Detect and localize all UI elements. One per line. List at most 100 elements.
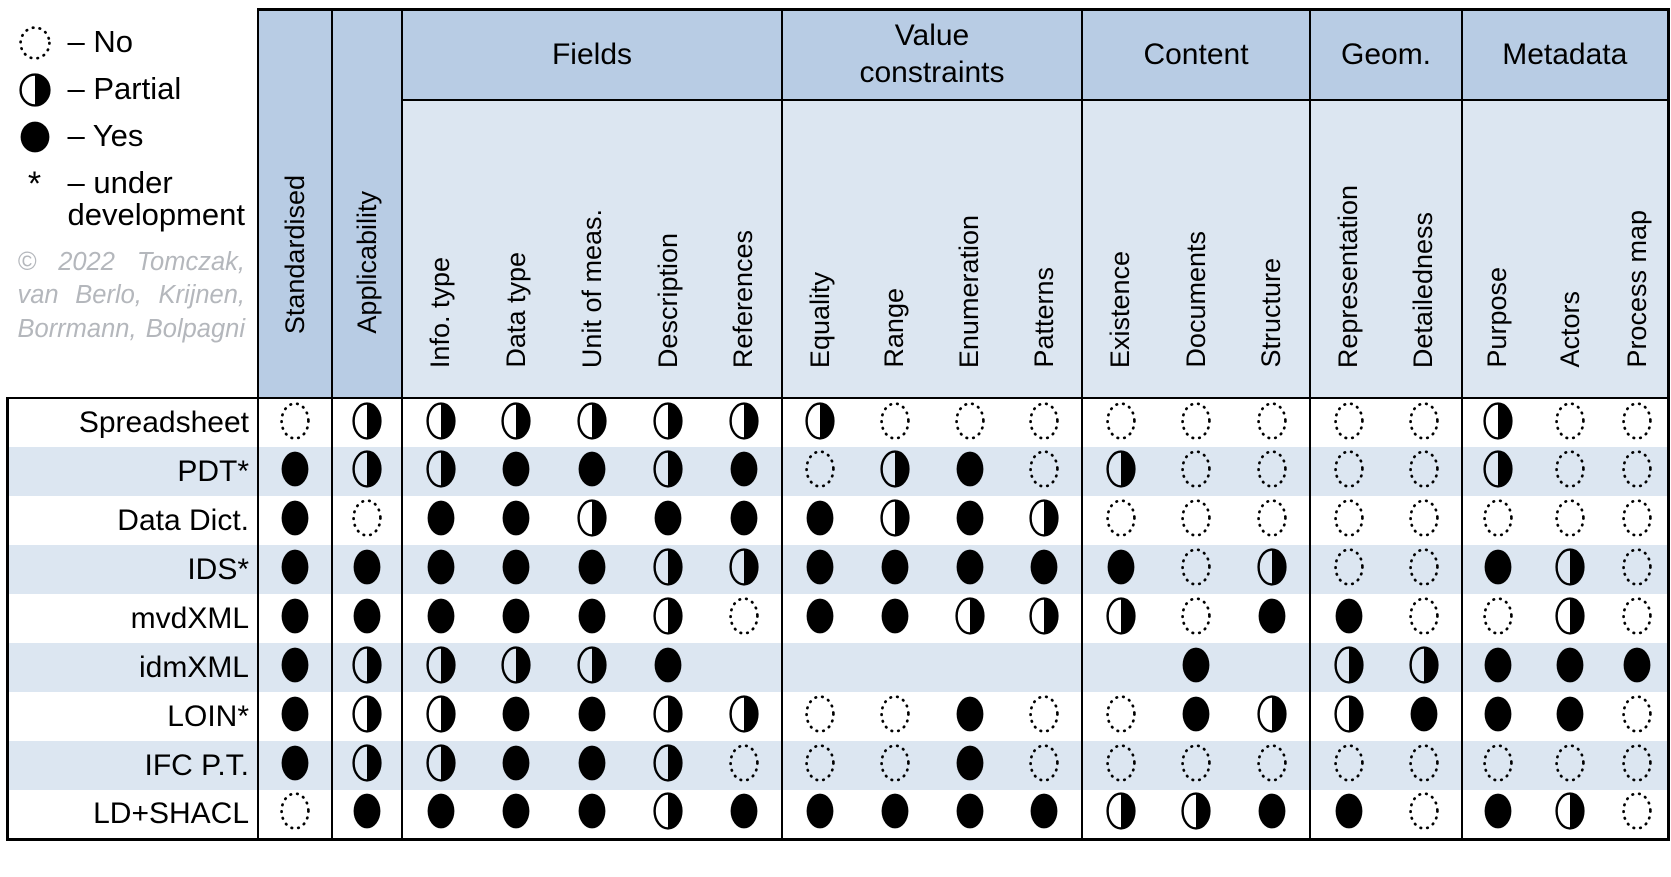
matrix-cell: [706, 692, 782, 741]
matrix-cell: [630, 643, 706, 692]
no-icon: [1333, 401, 1364, 440]
legend-item-partial: – Partial: [18, 73, 246, 107]
no-icon: [1181, 401, 1211, 440]
partial-icon: [1181, 792, 1211, 830]
legend-item-yes: – Yes: [18, 120, 246, 154]
yes-icon: [577, 744, 607, 782]
matrix-cell: [1234, 447, 1310, 496]
matrix-cell: [401, 643, 478, 692]
yes-icon: [577, 548, 607, 586]
partial-icon: [425, 744, 456, 782]
column-header-label: Purpose: [1482, 267, 1512, 368]
matrix-cell: [781, 496, 857, 545]
column-header-row: Info. type Data type Unit of meas. Descript…: [8, 100, 1670, 399]
matrix-cell: [554, 398, 630, 447]
yes-icon: [577, 695, 607, 733]
partial-icon: [653, 401, 683, 440]
group-header-content: Content: [1081, 8, 1311, 101]
no-icon: [805, 450, 835, 488]
matrix-cell: [1309, 741, 1386, 790]
partial-icon: [653, 597, 683, 635]
matrix-cell: [630, 496, 706, 545]
standards-comparison-table: – No – Partial – Yes * – under development ©…: [6, 8, 1670, 841]
matrix-cell: [331, 398, 402, 447]
matrix-cell: [1234, 545, 1310, 594]
no-icon: [1555, 499, 1585, 537]
partial-icon: [352, 450, 382, 488]
matrix-cell: [1234, 741, 1310, 790]
row-label-pdt: PDT*: [6, 447, 259, 496]
yes-icon: [280, 450, 310, 488]
yes-icon: [1622, 646, 1652, 684]
matrix-cell: [331, 447, 402, 496]
column-header-representation: Representation: [1309, 100, 1386, 399]
matrix-cell: [1234, 594, 1310, 643]
yes-icon: [653, 499, 683, 537]
matrix-cell: [706, 741, 782, 790]
partial-icon: [728, 695, 759, 733]
matrix-cell: [630, 790, 706, 841]
no-icon: [1181, 597, 1211, 635]
no-icon: [1333, 450, 1364, 488]
partial-icon: [1256, 548, 1287, 586]
yes-icon: [426, 597, 456, 635]
matrix-cell: [258, 496, 332, 545]
partial-icon: [653, 744, 683, 782]
yes-icon: [1257, 597, 1287, 635]
matrix-cell: [1532, 496, 1608, 545]
matrix-cell: [857, 398, 932, 447]
matrix-cell: [1081, 643, 1158, 692]
matrix-cell: [1532, 545, 1608, 594]
matrix-cell: [258, 447, 332, 496]
column-header-range: Range: [857, 100, 932, 399]
no-icon: [1333, 499, 1364, 537]
row-label-data-dict: Data Dict.: [6, 496, 259, 545]
partial-icon: [653, 450, 683, 488]
yes-icon: [280, 597, 310, 635]
no-icon: [879, 401, 910, 440]
no-icon: [1482, 597, 1513, 635]
matrix-cell: [706, 545, 782, 594]
yes-icon: [880, 548, 910, 586]
column-header-label: Description: [652, 232, 683, 368]
column-header-description: Description: [630, 100, 706, 399]
matrix-cell: [630, 741, 706, 790]
partial-icon: [352, 695, 382, 733]
yes-icon: [805, 792, 835, 830]
yes-symbol-icon: [18, 120, 52, 154]
partial-icon: [425, 695, 456, 733]
matrix-cell: [478, 545, 554, 594]
matrix-cell: [331, 545, 402, 594]
legend-item-label: – Yes: [67, 118, 144, 154]
matrix-cell: [857, 447, 932, 496]
yes-icon: [501, 597, 531, 635]
matrix-cell: [932, 398, 1007, 447]
matrix-cell: [401, 398, 478, 447]
yes-icon: [1483, 646, 1513, 684]
yes-icon: [955, 450, 985, 488]
matrix-cell: [258, 692, 332, 741]
copyright-note: © 2022 Tomczak, van Berlo, Krijnen, Borrmann, B…: [17, 247, 246, 343]
no-icon: [1408, 548, 1439, 586]
yes-icon: [280, 499, 310, 537]
column-header-label: Structure: [1256, 258, 1286, 368]
yes-icon: [1483, 548, 1513, 586]
matrix-cell: [401, 447, 478, 496]
yes-icon: [805, 499, 835, 537]
matrix-cell: [1386, 643, 1462, 692]
no-icon: [1622, 744, 1652, 782]
matrix-cell: [1309, 398, 1386, 447]
row-label-ids: IDS*: [6, 545, 259, 594]
matrix-cell: [1081, 496, 1158, 545]
matrix-cell: [554, 741, 630, 790]
matrix-cell: [1461, 545, 1532, 594]
column-header-label: Range: [879, 288, 909, 368]
matrix-cell: [1386, 741, 1462, 790]
no-icon: [1622, 695, 1652, 733]
partial-icon: [805, 401, 835, 440]
matrix-cell: [857, 594, 932, 643]
partial-icon: [1105, 792, 1136, 830]
table-row-ids: IDS*: [6, 545, 1670, 594]
matrix-cell: [1234, 398, 1310, 447]
